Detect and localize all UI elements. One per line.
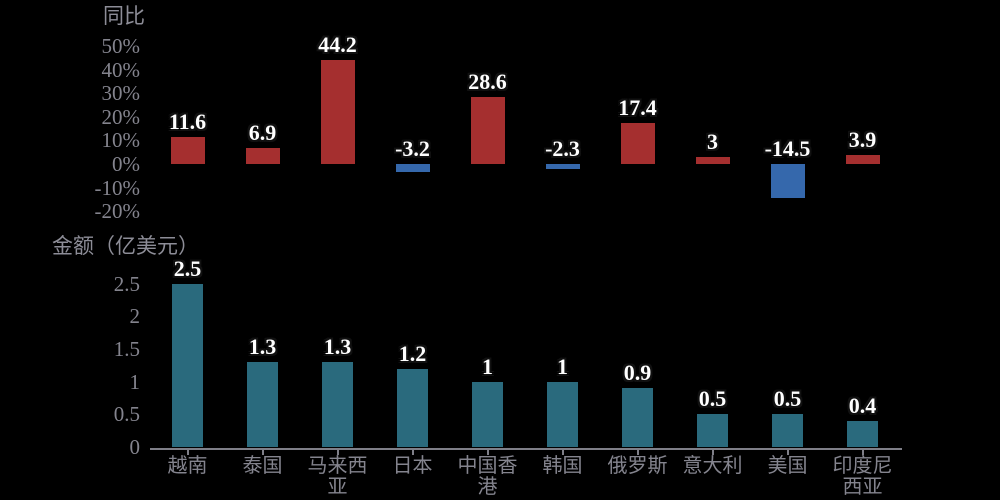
amount-x-tick-mark bbox=[636, 450, 639, 455]
yoy-y-tick-label: 40% bbox=[101, 57, 141, 82]
amount-bar-越南 bbox=[172, 283, 203, 447]
yoy-bar-泰国 bbox=[245, 147, 280, 164]
amount-x-label-马来西亚: 马来西 亚 bbox=[307, 455, 368, 498]
amount-x-axis-line bbox=[150, 448, 902, 450]
yoy-value-label-泰国: 6.9 bbox=[248, 119, 277, 145]
amount-y-tick-label: 0 bbox=[129, 435, 141, 459]
amount-x-tick-mark bbox=[186, 450, 189, 455]
yoy-bar-马来西亚 bbox=[320, 59, 355, 164]
yoy-bar-美国 bbox=[770, 164, 805, 199]
yoy-value-label-日本: -3.2 bbox=[395, 136, 430, 161]
yoy-value-label-美国: -14.5 bbox=[764, 136, 811, 161]
amount-bar-俄罗斯 bbox=[622, 388, 653, 447]
amount-bar-泰国 bbox=[247, 361, 278, 447]
amount-x-tick-mark bbox=[561, 450, 564, 455]
yoy-y-tick-label: 30% bbox=[101, 81, 141, 106]
yoy-y-tick-label: 0% bbox=[112, 152, 140, 176]
amount-x-label-越南: 越南 bbox=[167, 455, 208, 477]
yoy-bar-意大利 bbox=[695, 156, 730, 164]
amount-bar-中国香港 bbox=[472, 381, 503, 447]
amount-x-label-日本: 日本 bbox=[392, 455, 433, 477]
amount-x-label-意大利: 意大利 bbox=[682, 455, 743, 477]
amount-y-tick-label: 0.5 bbox=[113, 402, 140, 427]
amount-y-tick-label: 1 bbox=[129, 369, 141, 394]
amount-x-label-美国: 美国 bbox=[767, 455, 808, 477]
amount-x-tick-mark bbox=[411, 450, 414, 455]
amount-value-label-马来西亚: 1.3 bbox=[323, 333, 352, 359]
yoy-bar-俄罗斯 bbox=[620, 122, 655, 164]
yoy-y-tick-label: -20% bbox=[94, 199, 141, 224]
amount-x-label-韩国: 韩国 bbox=[542, 455, 583, 477]
amount-value-label-泰国: 1.3 bbox=[248, 333, 277, 359]
amount-bar-日本 bbox=[397, 368, 428, 447]
amount-value-label-韩国: 1 bbox=[557, 353, 568, 379]
amount-bar-韩国 bbox=[547, 381, 578, 447]
amount-value-label-俄罗斯: 0.9 bbox=[623, 360, 652, 386]
yoy-value-label-意大利: 3 bbox=[707, 128, 718, 154]
amount-x-tick-mark bbox=[336, 450, 339, 455]
yoy-bar-日本 bbox=[395, 164, 430, 172]
yoy-value-label-韩国: -2.3 bbox=[545, 136, 580, 161]
amount-bar-马来西亚 bbox=[322, 361, 353, 447]
bottom-chart-title: 金额（亿美元） bbox=[52, 234, 199, 258]
amount-x-label-印度尼西亚: 印度尼 西亚 bbox=[832, 455, 893, 498]
amount-value-label-印度尼西亚: 0.4 bbox=[848, 392, 877, 418]
amount-x-tick-mark bbox=[486, 450, 489, 455]
amount-value-label-日本: 1.2 bbox=[398, 340, 427, 366]
yoy-y-tick-label: -10% bbox=[94, 175, 141, 200]
amount-x-label-泰国: 泰国 bbox=[242, 455, 283, 477]
amount-value-label-意大利: 0.5 bbox=[698, 386, 727, 412]
amount-x-label-俄罗斯: 俄罗斯 bbox=[607, 455, 668, 477]
amount-bar-意大利 bbox=[697, 414, 728, 447]
yoy-y-tick-label: 10% bbox=[101, 128, 141, 153]
yoy-y-tick-label: 50% bbox=[101, 34, 141, 58]
yoy-value-label-越南: 11.6 bbox=[168, 108, 207, 134]
amount-bar-美国 bbox=[772, 414, 803, 447]
amount-value-label-美国: 0.5 bbox=[773, 386, 802, 412]
amount-value-label-越南: 2.5 bbox=[173, 255, 202, 281]
yoy-bar-中国香港 bbox=[470, 96, 505, 164]
amount-y-tick-label: 2 bbox=[129, 304, 141, 329]
amount-y-tick-label: 1.5 bbox=[113, 336, 140, 361]
amount-y-tick-label: 2.5 bbox=[113, 271, 140, 296]
yoy-value-label-印度尼西亚: 3.9 bbox=[848, 126, 877, 152]
yoy-bar-印度尼西亚 bbox=[845, 154, 880, 164]
yoy-bar-韩国 bbox=[545, 164, 580, 170]
amount-x-label-中国香港: 中国香 港 bbox=[457, 455, 518, 498]
amount-x-tick-mark bbox=[261, 450, 264, 455]
yoy-value-label-马来西亚: 44.2 bbox=[318, 31, 357, 57]
top-chart-title: 同比 bbox=[103, 4, 145, 28]
amount-x-tick-mark bbox=[711, 450, 714, 455]
amount-x-tick-mark bbox=[861, 450, 864, 455]
amount-value-label-中国香港: 1 bbox=[482, 353, 493, 379]
amount-x-tick-mark bbox=[786, 450, 789, 455]
yoy-bar-越南 bbox=[170, 136, 205, 164]
amount-bar-印度尼西亚 bbox=[847, 420, 878, 447]
yoy-value-label-俄罗斯: 17.4 bbox=[618, 94, 657, 120]
yoy-value-label-中国香港: 28.6 bbox=[468, 68, 507, 94]
yoy-y-tick-label: 20% bbox=[101, 104, 141, 129]
